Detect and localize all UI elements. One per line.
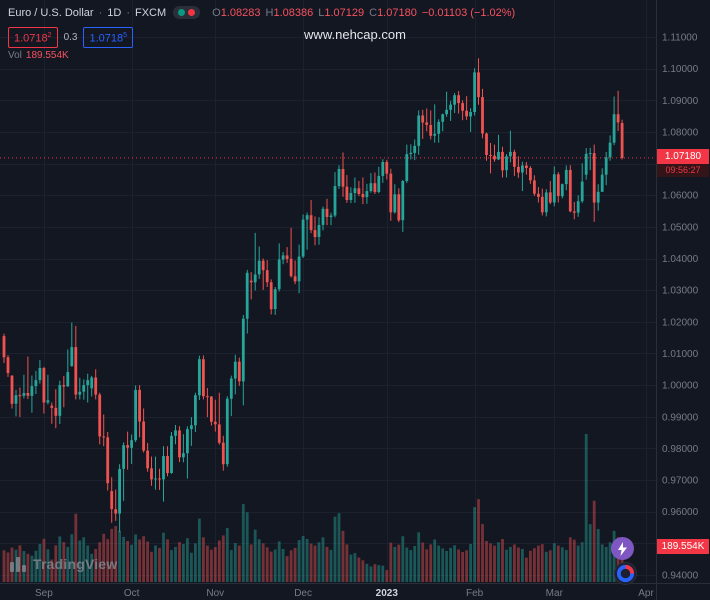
- close-value: C1.07180: [369, 6, 417, 19]
- svg-text:1.03000: 1.03000: [662, 286, 699, 297]
- svg-text:1.11000: 1.11000: [662, 33, 698, 44]
- tradingview-wordmark: TradingView: [33, 556, 118, 572]
- svg-text:Oct: Oct: [124, 588, 140, 599]
- symbol-legend: Euro / U.S. Dollar · 1D · FXCM O1.08283 …: [8, 6, 515, 19]
- last-price-value: 1.07180: [657, 149, 709, 164]
- svg-text:1.04000: 1.04000: [662, 254, 699, 265]
- svg-text:1.05000: 1.05000: [662, 222, 699, 233]
- tradingview-logo[interactable]: TradingView: [10, 556, 117, 572]
- svg-text:1.02000: 1.02000: [662, 317, 699, 328]
- svg-text:1.06000: 1.06000: [662, 191, 699, 202]
- volume-label[interactable]: Vol: [8, 50, 22, 61]
- ask-price: 1.0718: [89, 32, 124, 45]
- svg-text:2023: 2023: [376, 588, 399, 599]
- svg-text:0.94000: 0.94000: [662, 571, 699, 582]
- svg-text:Nov: Nov: [206, 588, 224, 599]
- spread-value: 0.3: [63, 31, 78, 43]
- low-value: L1.07129: [318, 6, 365, 19]
- svg-text:Apr: Apr: [638, 588, 654, 599]
- watermark-link[interactable]: www.nehcap.com: [304, 27, 406, 42]
- volume-series: [2, 434, 624, 582]
- candlestick-series: [2, 58, 624, 532]
- bar-countdown: 09:56:27: [657, 164, 709, 177]
- svg-text:1.09000: 1.09000: [662, 96, 699, 107]
- time-axis[interactable]: Sep Oct Nov Dec 2023 Feb Mar Apr: [35, 588, 654, 599]
- svg-text:1.01000: 1.01000: [662, 349, 699, 360]
- market-status-toggle[interactable]: [173, 6, 201, 19]
- change-value: −0.01103 (−1.02%): [421, 6, 516, 19]
- grid-lines: [0, 0, 656, 583]
- ohlc-values: O1.08283 H1.08386 L1.07129 C1.07180 −0.0…: [212, 7, 515, 19]
- symbol-title[interactable]: Euro / U.S. Dollar: [8, 6, 94, 19]
- open-value: O1.08283: [212, 6, 261, 19]
- donut-chart-icon: [616, 564, 635, 583]
- buy-button[interactable]: 1.07185: [83, 27, 134, 48]
- svg-text:Dec: Dec: [294, 588, 312, 599]
- tradingview-logo-icon: [10, 556, 26, 572]
- high-value: H1.08386: [265, 6, 314, 19]
- svg-text:0.96000: 0.96000: [662, 507, 699, 518]
- volume-indicator-row: Vol 189.554K: [8, 50, 69, 61]
- interval-label[interactable]: 1D: [107, 6, 122, 19]
- svg-text:1.00000: 1.00000: [662, 381, 699, 392]
- boost-button[interactable]: [611, 537, 634, 560]
- svg-text:0.99000: 0.99000: [662, 412, 699, 423]
- exchange-label[interactable]: FXCM: [135, 6, 167, 19]
- red-dot-icon: [188, 9, 196, 16]
- sell-button[interactable]: 1.07182: [8, 27, 58, 48]
- bid-ask-row: 1.07182 0.3 1.07185: [8, 27, 134, 48]
- svg-text:Feb: Feb: [466, 588, 484, 599]
- lightning-icon: [618, 541, 627, 556]
- legend-separator: ·: [98, 6, 103, 19]
- volume-axis-label: 189.554K: [657, 539, 709, 554]
- svg-text:1.08000: 1.08000: [662, 127, 699, 138]
- svg-text:1.10000: 1.10000: [662, 64, 699, 75]
- green-dot-icon: [178, 9, 186, 16]
- ask-pip-sup: 5: [123, 32, 128, 39]
- legend-separator: ·: [126, 6, 130, 19]
- svg-text:Sep: Sep: [35, 588, 53, 599]
- svg-text:Mar: Mar: [546, 588, 564, 599]
- volume-value: 189.554K: [25, 50, 69, 61]
- bid-price: 1.0718: [14, 32, 48, 45]
- svg-text:0.97000: 0.97000: [662, 476, 699, 487]
- last-price-axis-label: 1.07180 09:56:27: [657, 149, 709, 177]
- sentiment-donut-button[interactable]: [614, 562, 637, 585]
- bid-pip-sup: 2: [47, 32, 52, 39]
- svg-text:0.98000: 0.98000: [662, 444, 699, 455]
